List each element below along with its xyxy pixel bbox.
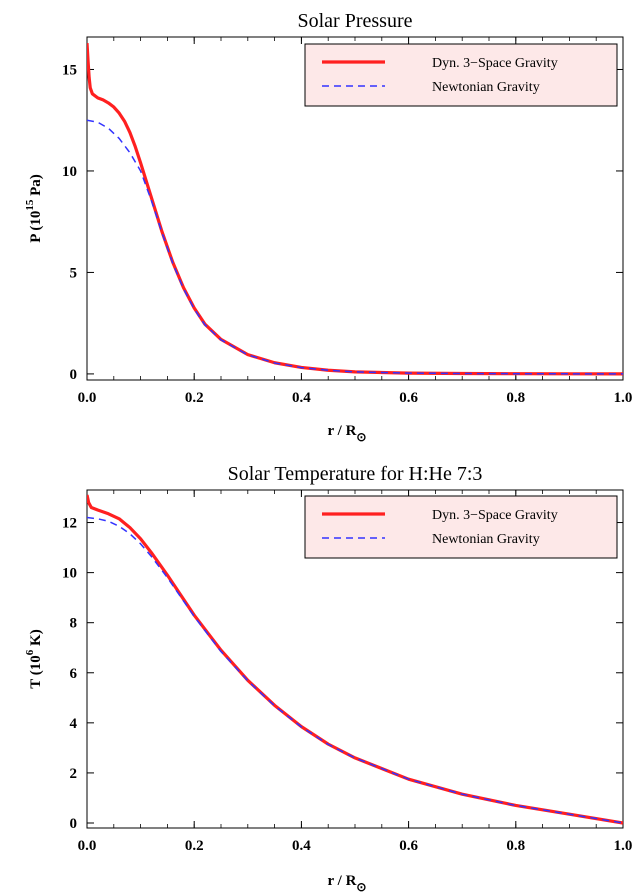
x-tick-label: 0.0 [78, 390, 97, 406]
series-line-dyn-3-space-gravity [87, 42, 623, 376]
chart-1: Solar Pressure 0.0 0.2 0.4 0.6 0.8 1.0 0 5 10 15 r … [24, 10, 632, 444]
x-tick-label: 0.0 [78, 838, 97, 854]
legend-box [304, 43, 618, 107]
x-tick-label: 1.0 [614, 838, 633, 854]
y-tick-label: 5 [70, 265, 78, 281]
legend-label: Dyn. 3−Space Gravity [432, 508, 558, 523]
y-axis-label: P (1015 Pa) [24, 174, 44, 243]
y-tick-label: 8 [70, 616, 78, 632]
legend-label: Dyn. 3−Space Gravity [432, 56, 558, 71]
x-tick-label: 0.8 [506, 390, 525, 406]
y-tick-label: 10 [62, 566, 77, 582]
y-tick-label: 4 [70, 716, 78, 732]
y-tick-label: 15 [62, 62, 77, 78]
x-axis-label: r / R⊙ [328, 423, 367, 444]
chart-title: Solar Pressure [298, 10, 413, 32]
x-tick-label: 0.2 [185, 390, 204, 406]
series-line-newtonian-gravity [87, 516, 623, 824]
x-tick-label: 1.0 [614, 390, 633, 406]
x-tick-label: 0.4 [292, 838, 311, 854]
y-tick-label: 6 [70, 666, 78, 682]
y-tick-label: 12 [62, 516, 77, 532]
y-tick-label: 2 [70, 766, 78, 782]
chart-title: Solar Temperature for H:He 7:3 [228, 463, 483, 485]
y-axis-label: T (106 K) [24, 629, 44, 688]
x-tick-label: 0.6 [399, 390, 418, 406]
legend: Dyn. 3−Space Gravity Newtonian Gravity [304, 495, 618, 559]
y-tick-label: 10 [62, 164, 77, 180]
legend-label: Newtonian Gravity [432, 80, 540, 95]
x-tick-label: 0.8 [506, 838, 525, 854]
x-tick-label: 0.6 [399, 838, 418, 854]
y-tick-label: 0 [70, 816, 78, 832]
chart-2: Solar Temperature for H:He 7:3 0.0 0.2 0.4 0… [24, 463, 632, 894]
x-tick-label: 0.4 [292, 390, 311, 406]
legend-box [304, 495, 618, 559]
y-tick-label: 0 [70, 367, 78, 383]
x-tick-label: 0.2 [185, 838, 204, 854]
series-line-newtonian-gravity [87, 119, 623, 375]
legend: Dyn. 3−Space Gravity Newtonian Gravity [304, 43, 618, 107]
x-axis-label: r / R⊙ [328, 873, 367, 894]
legend-label: Newtonian Gravity [432, 532, 540, 547]
series-line-dyn-3-space-gravity [87, 494, 623, 825]
